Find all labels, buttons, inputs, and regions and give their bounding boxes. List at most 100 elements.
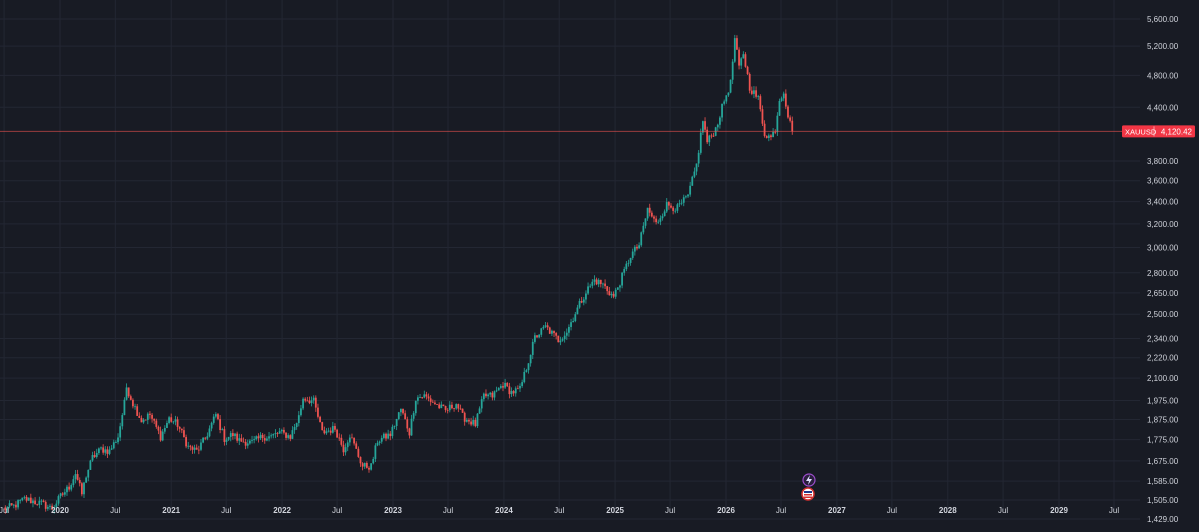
candle-body: [595, 279, 598, 285]
candle-body: [521, 382, 524, 386]
candle-body: [702, 121, 704, 133]
price-axis[interactable]: 5,600.00 5,200.00 4,800.00 4,400.00 3,800.00…: [1147, 15, 1179, 524]
candle-body: [687, 194, 689, 197]
candle-body: [665, 202, 668, 212]
candle-body: [93, 455, 96, 457]
candle-body: [661, 216, 664, 219]
candle-body: [670, 205, 672, 208]
candle-body: [66, 486, 68, 493]
candle-body: [231, 433, 234, 437]
candle-body: [268, 436, 270, 439]
candle-body: [646, 207, 649, 219]
y-tick-label: 1,505.00: [1147, 496, 1179, 505]
candle-body: [329, 430, 332, 433]
candle-body: [468, 419, 470, 422]
candle-body: [261, 434, 264, 439]
candle-body: [338, 437, 341, 439]
time-axis[interactable]: Jul 2020 Jul 2021 Jul 2022 Jul 2023 Jul 2024 Jul 20…: [0, 506, 1119, 515]
y-tick-label: 3,600.00: [1147, 177, 1179, 186]
candle-body: [91, 455, 94, 461]
candle-body: [25, 496, 28, 501]
candle-body: [659, 218, 662, 222]
candle-body: [340, 437, 343, 445]
candle-body: [195, 447, 198, 450]
candle-body: [419, 397, 421, 398]
candle-body: [314, 397, 317, 408]
candle-body: [667, 202, 670, 206]
flash-icon[interactable]: [802, 473, 816, 487]
y-tick-label: 5,200.00: [1147, 42, 1179, 51]
y-tick-label: 2,220.00: [1147, 354, 1179, 363]
candle-body: [144, 419, 147, 421]
candle-body: [161, 431, 164, 441]
candle-body: [257, 436, 260, 439]
candle-body: [657, 221, 660, 223]
candle-body: [780, 98, 783, 101]
candle-body: [638, 245, 641, 249]
candle-body: [470, 421, 472, 425]
candle-body: [663, 211, 666, 217]
candle-body: [676, 204, 679, 211]
candle-body: [493, 391, 496, 398]
y-tick-label: 4,800.00: [1147, 71, 1179, 80]
candle-body: [225, 439, 228, 442]
candle-body: [34, 500, 36, 505]
candle-body: [757, 96, 760, 97]
candle-body: [374, 445, 377, 459]
candle-body: [557, 335, 560, 343]
candle-body: [510, 391, 513, 395]
candle-body: [208, 428, 211, 437]
candle-body: [248, 440, 251, 444]
candle-body: [704, 121, 706, 130]
candle-body: [767, 135, 770, 138]
candlestick-series[interactable]: [4, 34, 794, 514]
candle-body: [68, 486, 71, 490]
y-tick-label: 2,500.00: [1147, 310, 1179, 319]
candle-body: [46, 506, 49, 509]
candle-body: [57, 496, 60, 504]
candle-body: [716, 124, 719, 128]
candle-body: [240, 438, 243, 442]
y-tick-label: 1,429.00: [1147, 515, 1179, 524]
candle-body: [283, 429, 285, 433]
candle-body: [491, 392, 494, 398]
candle-body: [206, 436, 209, 439]
candle-body: [680, 202, 683, 204]
grid-lines: [0, 0, 1140, 520]
candle-body: [763, 123, 766, 136]
candle-body: [706, 129, 709, 143]
candle-body: [689, 185, 692, 195]
candle-body: [729, 79, 732, 93]
candle-body: [74, 474, 77, 480]
y-tick-label: 5,600.00: [1147, 15, 1179, 24]
candle-body: [4, 507, 7, 510]
candle-body: [85, 477, 88, 483]
candle-body: [553, 330, 555, 334]
candle-body: [436, 404, 438, 405]
candle-body: [87, 469, 90, 478]
candle-body: [712, 135, 715, 137]
candle-body: [625, 263, 628, 270]
flag-icon[interactable]: [801, 487, 815, 501]
candle-body: [234, 433, 236, 437]
candle-body: [344, 447, 347, 453]
candle-body: [308, 400, 311, 404]
candle-body: [361, 463, 364, 467]
x-tick-label: 2025: [606, 506, 624, 515]
candle-body: [185, 437, 187, 447]
candle-body: [644, 218, 647, 226]
candle-body: [499, 386, 502, 388]
candle-body: [431, 401, 434, 403]
candle-body: [740, 58, 743, 66]
candle-body: [242, 441, 245, 443]
candle-body: [12, 504, 15, 506]
candle-body: [176, 419, 179, 427]
candle-body: [414, 400, 417, 414]
candle-body: [525, 370, 528, 372]
candle-body: [672, 207, 675, 211]
candle-body: [8, 503, 11, 507]
candle-body: [540, 328, 543, 335]
candle-body: [227, 436, 230, 440]
